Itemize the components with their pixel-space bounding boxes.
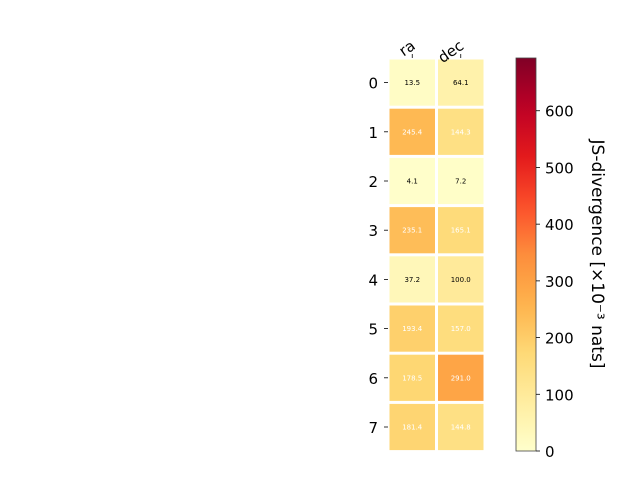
y-tick-label: 3 [368,222,378,240]
y-tick-label: 0 [368,75,378,93]
cell-value-label: 13.5 [404,79,420,87]
heatmap-cell [389,207,435,254]
cell-value-label: 235.1 [402,227,422,235]
heatmap-cell [438,403,484,451]
heatmap-cell [389,305,435,352]
colorbar-tick-label: 600 [545,103,574,121]
y-tick-label: 1 [368,124,378,142]
colorbar-tick-label: 100 [545,386,574,404]
heatmap-cell [438,157,484,205]
cell-value-label: 178.5 [402,374,422,382]
heatmap-cell [438,256,484,303]
colorbar-label: JS-divergence [×10⁻³ nats] [587,139,607,369]
colorbar-gradient [515,57,537,452]
cell-value-label: 245.4 [402,128,423,136]
colorbar-tick-label: 500 [545,159,574,177]
heatmap-cell [389,157,435,205]
cell-value-label: 181.4 [402,424,423,432]
colorbar-tick-label: 0 [545,443,555,461]
y-axis-ticks: 0 1 2 3 4 5 6 7 [368,75,388,437]
colorbar-tick-label: 300 [545,273,574,291]
cell-value-label: 291.0 [451,374,471,382]
colorbar: 0 100 200 300 400 500 600 JS-divergence [×10⁻³ … [515,57,607,461]
y-tick-label: 2 [368,173,378,191]
heatmap-cell [389,256,435,303]
cell-value-label: 37.2 [404,276,420,284]
cell-value-label: 4.1 [407,178,418,186]
heatmap-cell [438,108,484,155]
cell-value-label: 100.0 [451,276,471,284]
heatmap-cell [389,354,435,401]
heatmap-cell [438,207,484,254]
colorbar-tick-label: 400 [545,216,574,234]
y-tick-label: 4 [368,271,378,289]
y-tick-label: 5 [368,321,378,339]
y-tick-label: 7 [368,419,378,437]
cell-value-label: 165.1 [451,227,471,235]
heatmap-cell [389,403,435,451]
cell-value-label: 144.3 [451,128,471,136]
cell-value-label: 144.8 [451,424,471,432]
heatmap-cell [438,354,484,401]
heatmap-cell [389,108,435,155]
y-tick-label: 6 [368,370,378,388]
cell-value-label: 193.4 [402,325,423,333]
cell-value-label: 64.1 [453,79,469,87]
x-tick-label: ra [396,37,419,61]
cell-value-label: 7.2 [455,178,466,186]
colorbar-tick-label: 200 [545,330,574,348]
cell-value-label: 157.0 [451,325,471,333]
heatmap-cell [438,305,484,352]
heatmap-cell [438,59,484,106]
heatmap-grid: 13.5 64.1 245.4 144.3 4.1 7.2 235.1 165.1 37.2 10… [389,59,484,451]
heatmap-cell [389,59,435,106]
